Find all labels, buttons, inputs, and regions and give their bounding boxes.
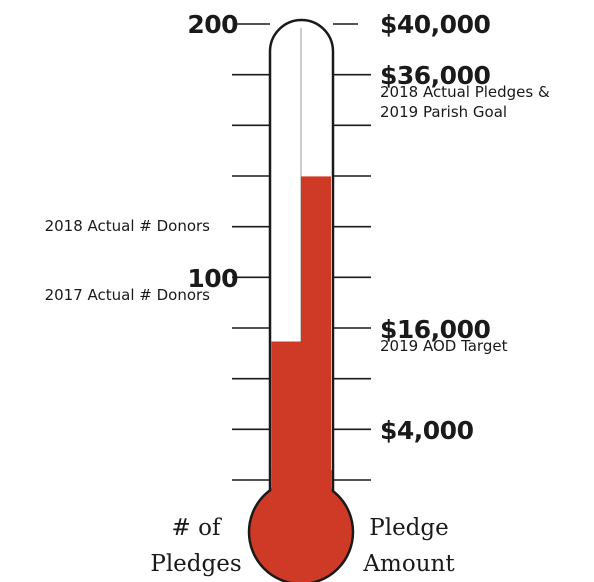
value-label-7-0: $16,000 — [380, 315, 490, 344]
tick-marks — [232, 23, 371, 481]
axis-titles: # of Pledges Pledge Amount — [150, 515, 455, 577]
note-label-6-0: 2018 Actual Pledges & — [380, 83, 550, 101]
note-label-3-0: 2017 Actual # Donors — [45, 286, 211, 304]
note-label-1-0: 2018 Actual # Donors — [45, 217, 211, 235]
bulb-neck-fill — [271, 470, 332, 492]
left-axis-title-line-1: Pledges — [150, 551, 241, 577]
note-label-6-1: 2019 Parish Goal — [380, 103, 507, 121]
right-axis-title-line-1: Amount — [362, 551, 455, 577]
thermometer-bulb — [247, 478, 355, 582]
left-axis-title-line-0: # of — [172, 515, 222, 541]
thermometer-tube — [247, 18, 355, 582]
note-label-8-0: 2019 AOD Target — [380, 337, 508, 355]
value-label-4-0: $40,000 — [380, 10, 490, 39]
value-label-0-0: 200 — [187, 10, 238, 39]
value-label-9-0: $4,000 — [380, 416, 474, 445]
value-label-5-0: $36,000 — [380, 61, 490, 90]
right-axis-title-line-0: Pledge — [369, 515, 449, 541]
value-label-2-0: 100 — [187, 264, 238, 293]
